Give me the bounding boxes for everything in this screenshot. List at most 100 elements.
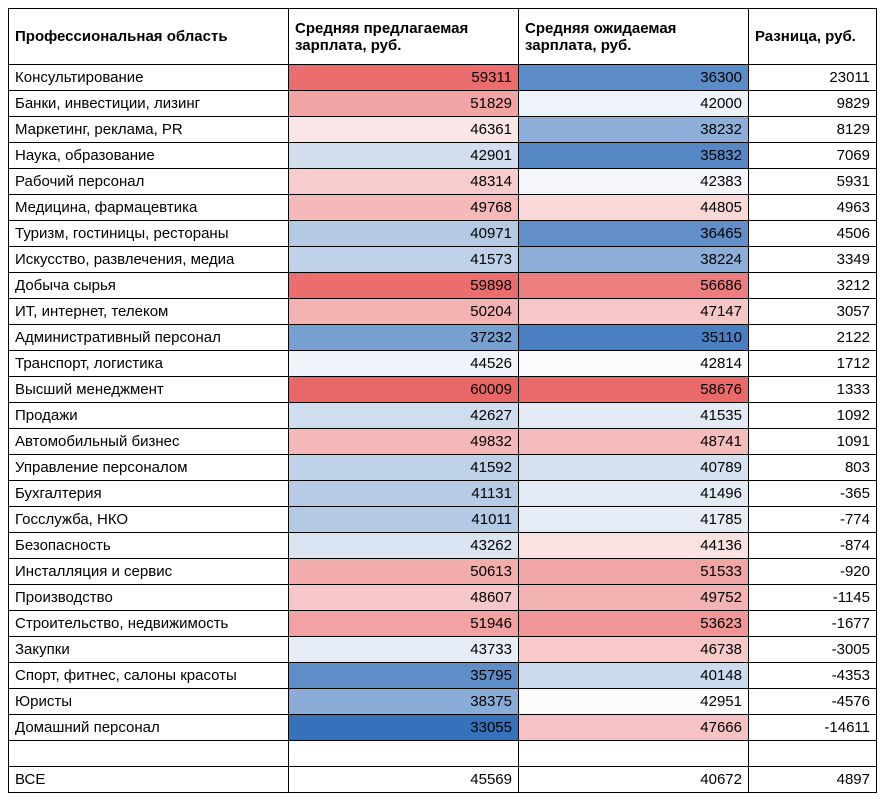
cell-offered: 42627 [289,403,519,429]
table-row: Производство4860749752-1145 [9,585,877,611]
cell-field: Медицина, фармацевтика [9,195,289,221]
cell-field: ВСЕ [9,767,289,793]
col-header-field: Профессиональная область [9,9,289,65]
cell-field: Искусство, развлечения, медиа [9,247,289,273]
table-row: Административный персонал37232351102122 [9,325,877,351]
table-row: Медицина, фармацевтика49768448054963 [9,195,877,221]
cell-expected: 51533 [519,559,749,585]
cell-expected: 44805 [519,195,749,221]
cell-diff: 1712 [749,351,877,377]
table-row: Банки, инвестиции, лизинг51829420009829 [9,91,877,117]
table-row: Домашний персонал3305547666-14611 [9,715,877,741]
cell-diff: 4963 [749,195,877,221]
cell-diff: 9829 [749,91,877,117]
cell-diff: 3212 [749,273,877,299]
cell-field: Спорт, фитнес, салоны красоты [9,663,289,689]
cell-expected: 36465 [519,221,749,247]
cell-offered: 50204 [289,299,519,325]
cell-offered: 45569 [289,767,519,793]
cell-diff: 1092 [749,403,877,429]
cell-expected: 38224 [519,247,749,273]
cell-diff: 2122 [749,325,877,351]
cell-offered: 43262 [289,533,519,559]
table-row: Автомобильный бизнес49832487411091 [9,429,877,455]
table-row: Высший менеджмент60009586761333 [9,377,877,403]
cell-expected: 42951 [519,689,749,715]
cell-expected: 40789 [519,455,749,481]
cell-offered: 40971 [289,221,519,247]
table-row: Добыча сырья59898566863212 [9,273,877,299]
cell-expected: 41535 [519,403,749,429]
cell-diff: 3349 [749,247,877,273]
cell-expected: 44136 [519,533,749,559]
table-row: Искусство, развлечения, медиа41573382243… [9,247,877,273]
cell-offered: 50613 [289,559,519,585]
cell-offered: 35795 [289,663,519,689]
cell-diff: -774 [749,507,877,533]
cell-field: Закупки [9,637,289,663]
cell-field: Госслужба, НКО [9,507,289,533]
cell-offered: 51829 [289,91,519,117]
cell-offered: 49768 [289,195,519,221]
cell-field: Бухгалтерия [9,481,289,507]
cell-offered: 46361 [289,117,519,143]
table-row: Продажи42627415351092 [9,403,877,429]
cell-field: Инсталляция и сервис [9,559,289,585]
cell-diff: 7069 [749,143,877,169]
cell-diff: -4353 [749,663,877,689]
table-row: Инсталляция и сервис5061351533-920 [9,559,877,585]
cell-expected: 40148 [519,663,749,689]
cell-field: Транспорт, логистика [9,351,289,377]
cell-expected: 46738 [519,637,749,663]
cell-diff: -14611 [749,715,877,741]
col-header-diff: Разница, руб. [749,9,877,65]
cell-offered: 48607 [289,585,519,611]
cell-field: Продажи [9,403,289,429]
table-row: Наука, образование42901358327069 [9,143,877,169]
table-summary-row: ВСЕ45569406724897 [9,767,877,793]
cell-offered: 48314 [289,169,519,195]
cell-diff: 23011 [749,65,877,91]
table-row: Спорт, фитнес, салоны красоты3579540148-… [9,663,877,689]
cell-field: Банки, инвестиции, лизинг [9,91,289,117]
cell-diff: 1333 [749,377,877,403]
cell-offered: 33055 [289,715,519,741]
table-spacer-row [9,741,877,767]
table-row: Маркетинг, реклама, PR46361382328129 [9,117,877,143]
cell-field: Управление персоналом [9,455,289,481]
cell-field: Туризм, гостиницы, рестораны [9,221,289,247]
table-body: Консультирование593113630023011Банки, ин… [9,65,877,793]
cell-field: Рабочий персонал [9,169,289,195]
cell-expected: 35110 [519,325,749,351]
cell-expected: 42383 [519,169,749,195]
cell-expected: 58676 [519,377,749,403]
cell-diff: 4506 [749,221,877,247]
cell-expected: 56686 [519,273,749,299]
cell-diff: 4897 [749,767,877,793]
cell-expected: 40672 [519,767,749,793]
cell-offered: 43733 [289,637,519,663]
cell-expected: 41496 [519,481,749,507]
cell-field: Юристы [9,689,289,715]
cell-offered: 44526 [289,351,519,377]
cell-field: Маркетинг, реклама, PR [9,117,289,143]
cell-offered: 60009 [289,377,519,403]
cell-diff: 5931 [749,169,877,195]
table-row: Консультирование593113630023011 [9,65,877,91]
cell-field: Административный персонал [9,325,289,351]
cell-diff: -874 [749,533,877,559]
cell-diff: -1677 [749,611,877,637]
cell-expected: 48741 [519,429,749,455]
cell-field: Высший менеджмент [9,377,289,403]
cell-diff: 3057 [749,299,877,325]
cell-field: Производство [9,585,289,611]
cell-field: Безопасность [9,533,289,559]
table-row: Госслужба, НКО4101141785-774 [9,507,877,533]
table-row: Юристы3837542951-4576 [9,689,877,715]
table-row: Туризм, гостиницы, рестораны409713646545… [9,221,877,247]
cell-field: Добыча сырья [9,273,289,299]
cell-expected: 41785 [519,507,749,533]
cell-offered: 49832 [289,429,519,455]
cell-expected: 42814 [519,351,749,377]
cell-diff: -920 [749,559,877,585]
